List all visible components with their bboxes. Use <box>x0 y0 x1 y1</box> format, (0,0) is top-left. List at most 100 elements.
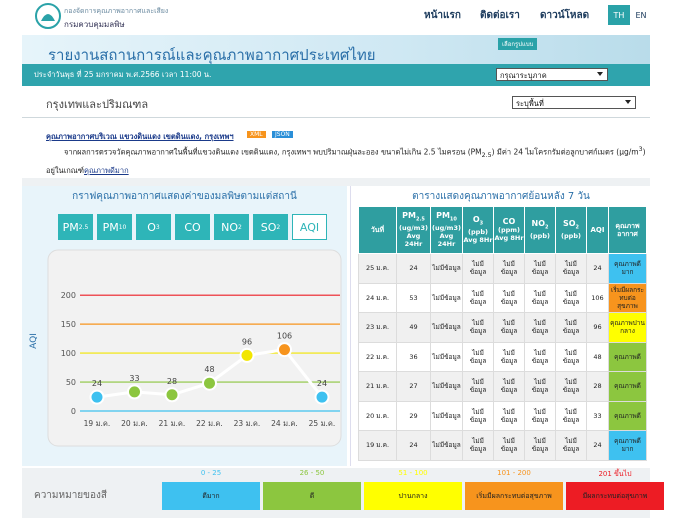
table-row: 19 ม.ค. 24 ไม่มีข้อมูล ไม่มีข้อมูล ไม่มีข้อม… <box>358 430 647 461</box>
table-cell: ไม่มีข้อมูล <box>555 341 587 372</box>
station-title[interactable]: คุณภาพอากาศบริเวณ แขวงดินแดง เขตดินแดง, … <box>46 132 234 141</box>
legend-range: 26 - 50 <box>299 469 325 477</box>
legend-range: 0 - 25 <box>200 469 222 477</box>
chart-panel: กราฟคุณภาพอากาศแสดงค่าของมลพิษตามแต่สถาน… <box>22 186 347 466</box>
quality-link[interactable]: คุณภาพดีมาก <box>83 166 129 175</box>
xml-badge[interactable]: XML <box>247 131 266 138</box>
table-cell: 27 <box>396 371 431 402</box>
table-title: ตารางแสดงคุณภาพอากาศย้อนหลัง 7 วัน <box>412 191 590 202</box>
pollutant-tab[interactable]: CO <box>175 214 210 240</box>
lang-en[interactable]: EN <box>635 10 647 20</box>
table-cell: ไม่มีข้อมูล <box>524 430 556 461</box>
json-badge[interactable]: JSON <box>272 131 293 138</box>
region-select[interactable]: กรุณาระบุภาค <box>496 68 608 81</box>
pollutant-tab[interactable]: SO 2 <box>253 214 288 240</box>
nav-home[interactable]: หน้าแรก <box>424 10 461 21</box>
table-row: 21 ม.ค. 27 ไม่มีข้อมูล ไม่มีข้อมูล ไม่มีข้อม… <box>358 371 647 402</box>
table-cell: ไม่มีข้อมูล <box>524 400 556 431</box>
table-cell: ไม่มีข้อมูล <box>555 282 587 313</box>
header-sub: 2.5 <box>415 216 425 223</box>
header-unit: (ppm) <box>497 226 521 234</box>
table-cell: 106 <box>586 282 609 313</box>
table-cell: 24 ม.ค. <box>358 282 397 313</box>
legend-title: ความหมายของสี <box>34 490 107 501</box>
table-cell: 19 ม.ค. <box>358 430 397 461</box>
table-cell: ไม่มีข้อมูล <box>462 400 494 431</box>
legend-swatch: มีผลกระทบต่อสุขภาพ <box>566 482 664 510</box>
data-point <box>89 389 105 405</box>
summary-text: ) อยู่ในเกณฑ์ <box>46 147 646 176</box>
tab-label: O <box>147 220 156 234</box>
table-cell: ไม่มีข้อมูล <box>493 430 525 461</box>
tab-sub: 2 <box>238 223 242 231</box>
data-label: 24 <box>317 379 327 388</box>
data-point <box>239 347 255 363</box>
data-point <box>164 387 180 403</box>
summary-text: จากผลการตรวจวัดคุณภาพอากาศในพื้นที่แขวงด… <box>64 147 482 157</box>
logo <box>35 3 61 29</box>
legend-swatch: เริ่มมีผลกระทบต่อสุขภาพ <box>465 482 563 510</box>
table-cell: ไม่มีข้อมูล <box>555 253 587 284</box>
table-row: 23 ม.ค. 49 ไม่มีข้อมูล ไม่มีข้อมูล ไม่มีข้อม… <box>358 312 647 343</box>
quality-cell: คุณภาพปานกลาง <box>608 312 647 343</box>
table-cell: ไม่มีข้อมูล <box>555 312 587 343</box>
table-cell: ไม่มีข้อมูล <box>524 312 556 343</box>
header-label: NO <box>531 219 546 229</box>
column-header: O3 (ppb) Avg 8Hr <box>462 206 494 254</box>
tab-label: NO <box>221 220 239 234</box>
header-avg: Avg 8Hr <box>494 234 524 242</box>
data-label: 106 <box>277 332 292 341</box>
header-unit: (ppb) <box>468 227 488 236</box>
header-avg: Avg 24Hr <box>437 231 456 248</box>
x-tick-label: 24 ม.ค. <box>271 419 298 428</box>
column-header: SO2 (ppb) <box>555 206 587 254</box>
header-label: วันที่ <box>370 226 385 234</box>
table-cell: ไม่มีข้อมูล <box>430 371 463 402</box>
pollutant-tab[interactable]: AQI <box>292 214 327 240</box>
table-cell: ไม่มีข้อมูล <box>462 253 494 284</box>
header-sub: 2 <box>575 224 580 231</box>
data-label: 96 <box>242 337 252 346</box>
quality-cell: คุณภาพดีมาก <box>608 253 647 284</box>
date-bar: ประจำวันพุธ ที่ 25 มกราคม พ.ศ.2566 เวลา … <box>22 64 650 86</box>
table-cell: ไม่มีข้อมูล <box>524 282 556 313</box>
table-cell: 24 <box>396 253 431 284</box>
header-avg: Avg 24Hr <box>404 231 423 248</box>
table-row: 25 ม.ค. 24 ไม่มีข้อมูล ไม่มีข้อมูล ไม่มีข้อม… <box>358 253 647 284</box>
nav-download[interactable]: ดาวน์โหลด <box>540 10 590 21</box>
header-label: AQI <box>590 226 605 234</box>
tab-sub: 3 <box>155 223 160 231</box>
pollutant-tab[interactable]: NO 2 <box>214 214 249 240</box>
org-name: กองจัดการคุณภาพอากาศและเสียง <box>64 7 169 15</box>
data-label: 33 <box>129 374 139 383</box>
lang-th[interactable]: TH <box>608 5 630 25</box>
region-title: กรุงเทพและปริมณฑล <box>46 98 149 111</box>
pollutant-tab[interactable]: PM 10 <box>97 214 132 240</box>
table-cell: 48 <box>586 341 609 372</box>
quality-cell: คุณภาพดี <box>608 371 647 402</box>
header-label: SO <box>562 219 576 229</box>
table-cell: ไม่มีข้อมูล <box>430 282 463 313</box>
table-cell: 24 <box>396 430 431 461</box>
quality-cell: คุณภาพดีมาก <box>608 430 647 461</box>
x-tick-label: 25 ม.ค. <box>309 419 336 428</box>
table-cell: ไม่มีข้อมูล <box>430 253 463 284</box>
table-cell: ไม่มีข้อมูล <box>430 430 463 461</box>
nav-contact[interactable]: ติดต่อเรา <box>480 10 520 21</box>
data-point <box>277 342 292 358</box>
table-cell: 49 <box>396 312 431 343</box>
summary-text: ) มีค่า 24 ไมโครกรัมต่อลูกบาศก์เมตร (µg/… <box>491 147 639 157</box>
header-label: O <box>472 215 480 225</box>
legend-range: 101 - 200 <box>497 469 531 477</box>
x-tick-label: 19 ม.ค. <box>84 419 111 428</box>
table-cell: ไม่มีข้อมูล <box>462 282 494 313</box>
org-department: กรมควบคุมมลพิษ <box>64 20 125 29</box>
area-select[interactable]: ระบุพื้นที่ <box>512 96 636 109</box>
table-cell: ไม่มีข้อมูล <box>493 341 525 372</box>
table-cell: 24 <box>586 253 609 284</box>
table-cell: 22 ม.ค. <box>358 341 397 372</box>
table-cell: ไม่มีข้อมูล <box>524 253 556 284</box>
pollutant-tab[interactable]: PM 2.5 <box>58 214 93 240</box>
